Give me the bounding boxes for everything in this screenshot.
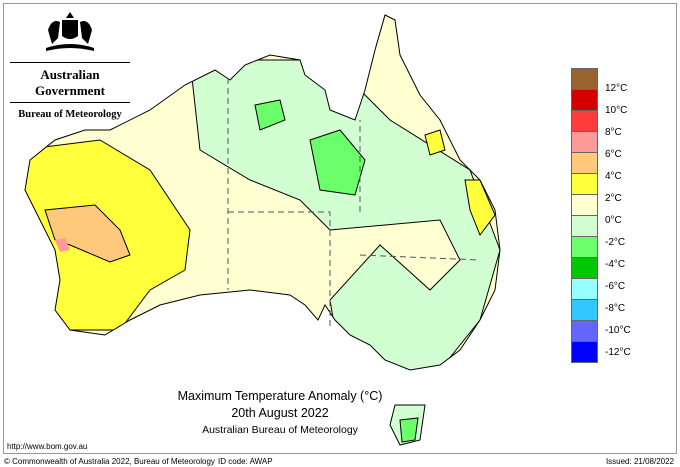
legend-swatch <box>571 110 598 132</box>
legend: 12°C 10°C 8°C 6°C 4°C 2°C 0°C -2°C -4°C -6°C -8°C -… <box>571 68 631 363</box>
legend-swatch <box>571 341 598 363</box>
legend-swatch <box>571 278 598 300</box>
legend-label: 8°C <box>605 127 622 138</box>
legend-swatch <box>571 68 598 90</box>
legend-swatch <box>571 194 598 216</box>
legend-label: -10°C <box>605 325 631 336</box>
url-link[interactable]: http://www.bom.gov.au <box>7 442 88 451</box>
legend-swatch <box>571 89 598 111</box>
frame <box>3 3 677 454</box>
legend-swatch <box>571 173 598 195</box>
anomaly-neg2-0 <box>189 59 500 370</box>
legend-label: -6°C <box>605 281 626 292</box>
legend-swatch <box>571 299 598 321</box>
issued-date: Issued: 21/08/2022 <box>605 457 674 466</box>
legend-swatch <box>571 215 598 237</box>
legend-label: -2°C <box>605 237 626 248</box>
legend-swatch <box>571 320 598 342</box>
legend-label: 10°C <box>605 105 628 116</box>
legend-label: -4°C <box>605 259 626 270</box>
copyright: © Commonwealth of Australia 2022, Bureau… <box>4 457 215 466</box>
legend-label: -12°C <box>605 347 631 358</box>
map-title: Maximum Temperature Anomaly (°C) 20th Au… <box>80 388 480 439</box>
legend-label: 2°C <box>605 193 622 204</box>
state-borders <box>227 78 481 330</box>
bom-logo: Australian Government Bureau of Meteorol… <box>10 10 130 120</box>
legend-label: 12°C <box>605 83 628 94</box>
agency-name: Australian Government <box>34 67 106 98</box>
bureau-name: Bureau of Meteorology <box>18 109 122 120</box>
anomaly-2-4 <box>424 129 446 156</box>
coat-of-arms-icon <box>46 12 94 51</box>
legend-swatch <box>571 236 598 258</box>
anomaly-2-4 <box>464 179 496 237</box>
id-code: ID code: AWAP <box>218 457 273 466</box>
anomaly-neg4-neg2 <box>254 99 286 131</box>
legend-label: 4°C <box>605 171 622 182</box>
anomaly-neg4-neg2 <box>399 417 419 443</box>
legend-swatch <box>571 257 598 279</box>
legend-label: 6°C <box>605 149 622 160</box>
title-source: Australian Bureau of Meteorology <box>202 424 358 436</box>
title-date: 20th August 2022 <box>231 406 329 420</box>
australia-map <box>24 14 501 446</box>
legend-swatch <box>571 152 598 174</box>
title-line1: Maximum Temperature Anomaly (°C) <box>177 389 383 403</box>
legend-swatch <box>571 131 598 153</box>
legend-label: 0°C <box>605 215 622 226</box>
legend-label: -8°C <box>605 303 626 314</box>
anomaly-6-8 <box>55 238 70 252</box>
